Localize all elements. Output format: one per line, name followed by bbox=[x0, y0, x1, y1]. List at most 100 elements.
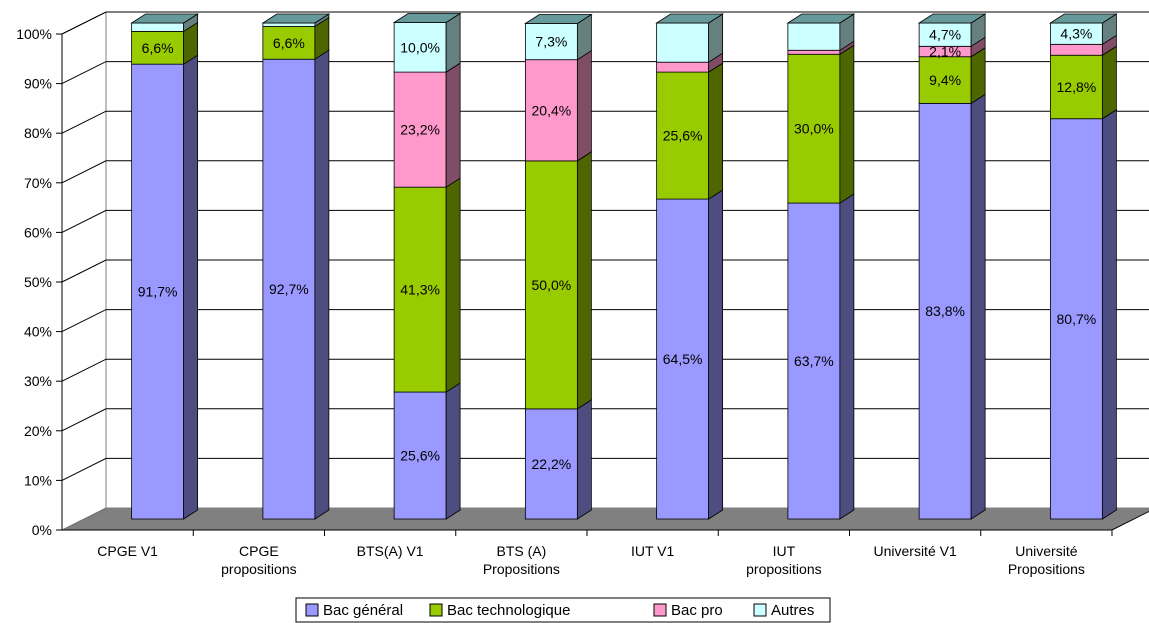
bar-top bbox=[917, 13, 987, 24]
x-tick-label: Propositions bbox=[483, 561, 560, 577]
x-tick-label: propositions bbox=[746, 561, 822, 577]
gridline bbox=[61, 408, 1149, 432]
legend-swatch bbox=[653, 603, 667, 617]
legend: Bac général Bac technologique Bac pro Autre… bbox=[295, 597, 831, 623]
y-tick-label: 20% bbox=[24, 423, 52, 439]
legend-label: Autres bbox=[771, 602, 814, 619]
bar-stack: 80,7% 12,8% 4,3% bbox=[1049, 13, 1118, 520]
bar-stack: 92,7% 6,6% bbox=[261, 13, 331, 520]
x-tick-label: BTS (A) bbox=[496, 543, 546, 559]
bar-segment-side bbox=[445, 12, 461, 73]
bar-top bbox=[1049, 13, 1118, 24]
bar-stack: 64,5% 25,6% bbox=[655, 13, 724, 520]
bar-segment-side bbox=[445, 382, 461, 520]
bar-segment bbox=[656, 198, 710, 520]
x-tick-label: IUT bbox=[773, 543, 796, 559]
x-tick-label: BTS(A) V1 bbox=[357, 543, 424, 559]
data-label: 6,6% bbox=[142, 40, 174, 56]
legend-label: Bac pro bbox=[671, 602, 723, 619]
bar-stack: 63,7% 30,0% bbox=[786, 13, 856, 520]
gridline bbox=[61, 61, 1149, 85]
bar-segment-side bbox=[970, 46, 986, 105]
bar-stack: 91,7% 6,6% bbox=[130, 13, 199, 520]
x-tick-label: CPGE V1 bbox=[97, 543, 158, 559]
bar-segment-side bbox=[314, 49, 330, 520]
data-label: 12,8% bbox=[1057, 79, 1097, 95]
legend-label: Bac général bbox=[323, 602, 403, 619]
data-label: 4,7% bbox=[929, 27, 961, 43]
data-label: 63,7% bbox=[794, 353, 834, 369]
data-label: 22,2% bbox=[532, 456, 572, 472]
gridline bbox=[61, 457, 1149, 481]
bar-segment bbox=[262, 58, 316, 520]
y-tick-label: 50% bbox=[24, 274, 52, 290]
x-tick-label: propositions bbox=[221, 561, 297, 577]
bar-segment-side bbox=[708, 62, 724, 200]
bar-top bbox=[261, 13, 331, 24]
bar-segment bbox=[524, 59, 578, 162]
bar-segment bbox=[131, 22, 185, 32]
bar-segment bbox=[787, 53, 841, 204]
y-tick-label: 0% bbox=[32, 522, 52, 538]
legend-box bbox=[295, 597, 831, 623]
bar-segment bbox=[656, 22, 710, 63]
bar-top bbox=[786, 13, 856, 24]
bar-segment bbox=[656, 61, 710, 73]
x-tick-label: Propositions bbox=[1008, 561, 1085, 577]
bar-segment bbox=[393, 22, 447, 73]
bar-segment bbox=[262, 26, 316, 60]
y-tick-label: 90% bbox=[24, 76, 52, 92]
bar-segment bbox=[1049, 118, 1103, 520]
bar-stack: 22,2% 50,0% 20,4% 7,3% bbox=[524, 13, 593, 520]
bar-segment-side bbox=[708, 189, 724, 520]
gridline bbox=[61, 11, 1149, 35]
bar-segment bbox=[787, 22, 841, 51]
bar-segment-side bbox=[1101, 108, 1117, 520]
bar-segment bbox=[918, 102, 972, 520]
bar-segment-side bbox=[445, 177, 461, 393]
data-label: 83,8% bbox=[925, 303, 965, 319]
x-tick-label: CPGE bbox=[239, 543, 279, 559]
y-tick-label: 60% bbox=[24, 224, 52, 240]
data-label: 91,7% bbox=[138, 284, 178, 300]
bar-segment bbox=[393, 391, 447, 520]
bar-segment bbox=[393, 71, 447, 188]
bar-segment bbox=[1049, 54, 1103, 120]
bar-segment-side bbox=[839, 44, 855, 204]
data-label: 25,6% bbox=[663, 128, 703, 144]
bar-segment bbox=[787, 202, 841, 520]
data-label: 41,3% bbox=[400, 282, 440, 298]
y-tick-label: 80% bbox=[24, 125, 52, 141]
bar-top bbox=[655, 13, 724, 24]
gridline bbox=[61, 110, 1149, 134]
bar-segment bbox=[524, 408, 578, 520]
x-tick-label: Université V1 bbox=[873, 543, 956, 559]
data-label: 50,0% bbox=[532, 277, 572, 293]
bar-top bbox=[130, 13, 199, 24]
bar-segment bbox=[393, 186, 447, 393]
data-label: 25,6% bbox=[400, 448, 440, 464]
gridline bbox=[61, 160, 1149, 184]
bar-segment-side bbox=[576, 399, 592, 520]
data-label: 6,6% bbox=[273, 35, 305, 51]
data-label: 23,2% bbox=[400, 122, 440, 138]
y-tick-label: 10% bbox=[24, 472, 52, 488]
y-tick-label: 30% bbox=[24, 373, 52, 389]
gridline bbox=[61, 309, 1149, 333]
data-label: 92,7% bbox=[269, 281, 309, 297]
data-label: 4,3% bbox=[1060, 26, 1092, 42]
gridline bbox=[61, 209, 1149, 233]
data-label: 7,3% bbox=[535, 34, 567, 50]
bar-segment bbox=[1049, 43, 1103, 56]
bar-stack: 25,6% 41,3% 23,2% 10,0% bbox=[392, 12, 462, 520]
y-tick-label: 40% bbox=[24, 324, 52, 340]
data-label: 80,7% bbox=[1057, 311, 1097, 327]
legend-swatch bbox=[429, 603, 443, 617]
bar-segment-side bbox=[576, 151, 592, 410]
data-label: 20,4% bbox=[532, 102, 572, 118]
data-label: 10,0% bbox=[400, 39, 440, 55]
bar-segment bbox=[787, 49, 841, 55]
legend-swatch bbox=[305, 603, 319, 617]
gridline bbox=[61, 259, 1149, 283]
